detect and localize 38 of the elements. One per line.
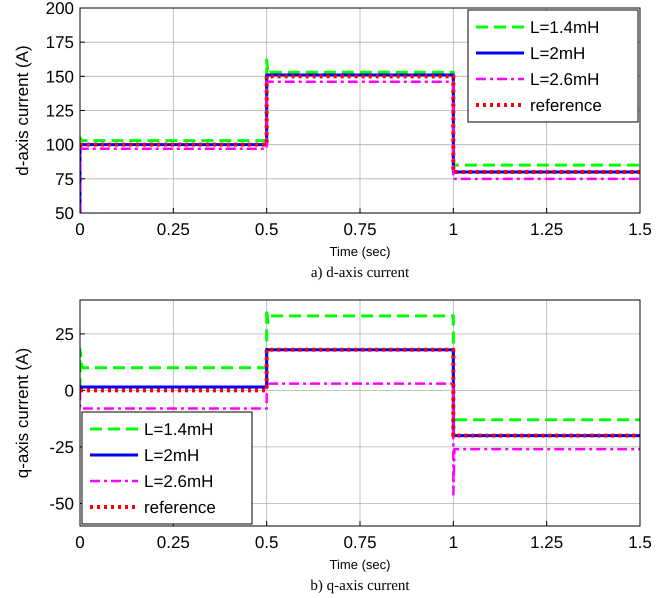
x-tick-label: 0.75: [343, 220, 377, 239]
legend-label: reference: [530, 96, 602, 115]
x-tick-label: 0.25: [156, 220, 190, 239]
legend-label: L=2mH: [530, 44, 586, 63]
legend-label: L=2.6mH: [530, 70, 600, 89]
y-tick-label: 50: [55, 204, 74, 223]
x-tick-label: 1.5: [628, 533, 652, 552]
y-tick-label: 150: [46, 67, 74, 86]
x-tick-label: 0.5: [254, 533, 278, 552]
y-tick-label: 100: [46, 136, 74, 155]
legend-label: reference: [144, 498, 216, 517]
x-axis-title: Time (sec): [330, 244, 390, 259]
y-axis-title: q-axis current (A): [13, 348, 32, 478]
text: a) d-axis current: [310, 265, 410, 281]
text: b) q-axis current: [310, 578, 410, 594]
x-tick-label: 1: [448, 533, 458, 552]
x-tick-label: 1.5: [628, 220, 652, 239]
y-tick-label: -50: [49, 494, 74, 514]
y-tick-label: 200: [46, 0, 74, 18]
legend-label: L=2.6mH: [144, 472, 214, 491]
x-tick-label: 0.5: [254, 220, 278, 239]
legend-label: L=1.4mH: [144, 420, 214, 439]
y-tick-label: 175: [46, 33, 74, 52]
y-tick-label: 75: [55, 170, 74, 189]
y-tick-label: 25: [55, 324, 74, 344]
x-tick-label: 1.25: [530, 220, 564, 239]
x-tick-label: 0.25: [156, 533, 190, 552]
y-tick-label: 0: [64, 381, 74, 400]
legend-label: L=1.4mH: [530, 18, 600, 37]
legend-label: L=2mH: [144, 446, 200, 465]
x-tick-label: 1.25: [530, 533, 564, 552]
x-axis-title: Time (sec): [330, 557, 390, 572]
x-tick-label: 0.75: [343, 533, 377, 552]
y-tick-label: 125: [46, 101, 74, 120]
x-tick-label: 1: [448, 220, 458, 239]
line-series: [80, 382, 640, 496]
y-axis-title: d-axis current (A): [13, 45, 32, 176]
y-tick-label: -25: [49, 438, 74, 457]
